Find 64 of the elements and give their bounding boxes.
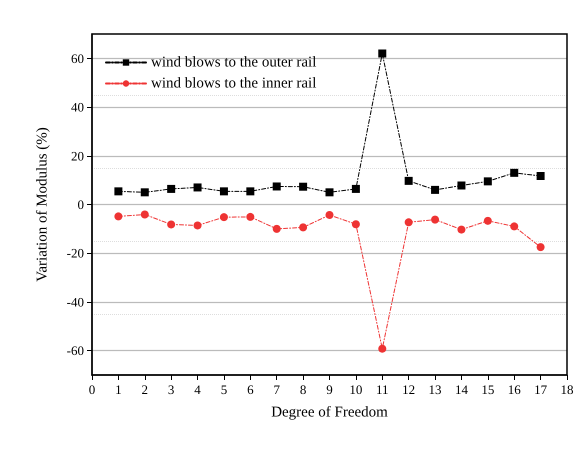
- x-tick-label: 18: [560, 382, 574, 397]
- x-tick-label: 4: [194, 382, 202, 397]
- y-tick-label: 0: [78, 197, 84, 212]
- y-tick-label: -20: [66, 246, 84, 261]
- x-tick-label: 8: [300, 382, 306, 397]
- point: [326, 188, 334, 196]
- x-tick-label: 12: [402, 382, 416, 397]
- point: [299, 182, 308, 191]
- point: [510, 222, 518, 230]
- point: [378, 49, 386, 58]
- x-tick-label: 7: [273, 382, 280, 397]
- point: [272, 182, 281, 190]
- y-tick-label: 40: [71, 100, 84, 115]
- point: [114, 212, 122, 220]
- x-tick-label: 6: [247, 382, 254, 397]
- point: [246, 212, 254, 221]
- x-tick-label: 3: [168, 382, 174, 397]
- point: [484, 177, 492, 186]
- point: [431, 186, 440, 194]
- y-tick-label: -40: [66, 294, 84, 310]
- x-tick-label: 1: [115, 382, 122, 397]
- point: [536, 172, 545, 180]
- point: [194, 183, 202, 192]
- point: [404, 176, 413, 185]
- point: [140, 210, 149, 218]
- point: [536, 243, 545, 252]
- x-axis-title: Degree of Freedom: [271, 404, 388, 420]
- point: [378, 344, 386, 353]
- x-tick-label: 14: [454, 382, 468, 397]
- point: [194, 221, 202, 230]
- point: [484, 216, 492, 225]
- point: [167, 184, 176, 193]
- point: [404, 218, 413, 226]
- x-tick-label: 5: [220, 382, 228, 397]
- y-axis-title: Variation of Modulus (%): [34, 127, 50, 282]
- point: [457, 226, 466, 234]
- point: [326, 210, 334, 219]
- point: [167, 220, 176, 228]
- point: [352, 220, 360, 228]
- point: [457, 182, 466, 190]
- point: [220, 213, 228, 222]
- x-tick-label: 2: [142, 382, 148, 397]
- y-tick-label: 60: [71, 50, 84, 66]
- point: [352, 184, 360, 193]
- point: [431, 216, 440, 224]
- x-tick-label: 16: [508, 382, 522, 397]
- point: [114, 187, 122, 196]
- x-tick-label: 10: [349, 382, 362, 397]
- point: [140, 188, 149, 196]
- legend-label: wind blows to the outer rail: [151, 54, 316, 70]
- x-tick-label: 17: [534, 382, 548, 397]
- x-tick-label: 11: [376, 382, 389, 397]
- x-tick-label: 0: [88, 382, 96, 397]
- legend-label: wind blows to the inner rail: [151, 76, 316, 92]
- x-tick-label: 13: [428, 382, 442, 397]
- point: [510, 168, 518, 177]
- y-tick-label: -60: [66, 343, 84, 358]
- x-tick-label: 9: [326, 382, 333, 397]
- point: [246, 187, 254, 196]
- point: [220, 187, 228, 196]
- point: [272, 224, 281, 233]
- x-tick-label: 15: [481, 382, 494, 397]
- point: [299, 223, 308, 232]
- y-tick-label: 20: [71, 148, 84, 164]
